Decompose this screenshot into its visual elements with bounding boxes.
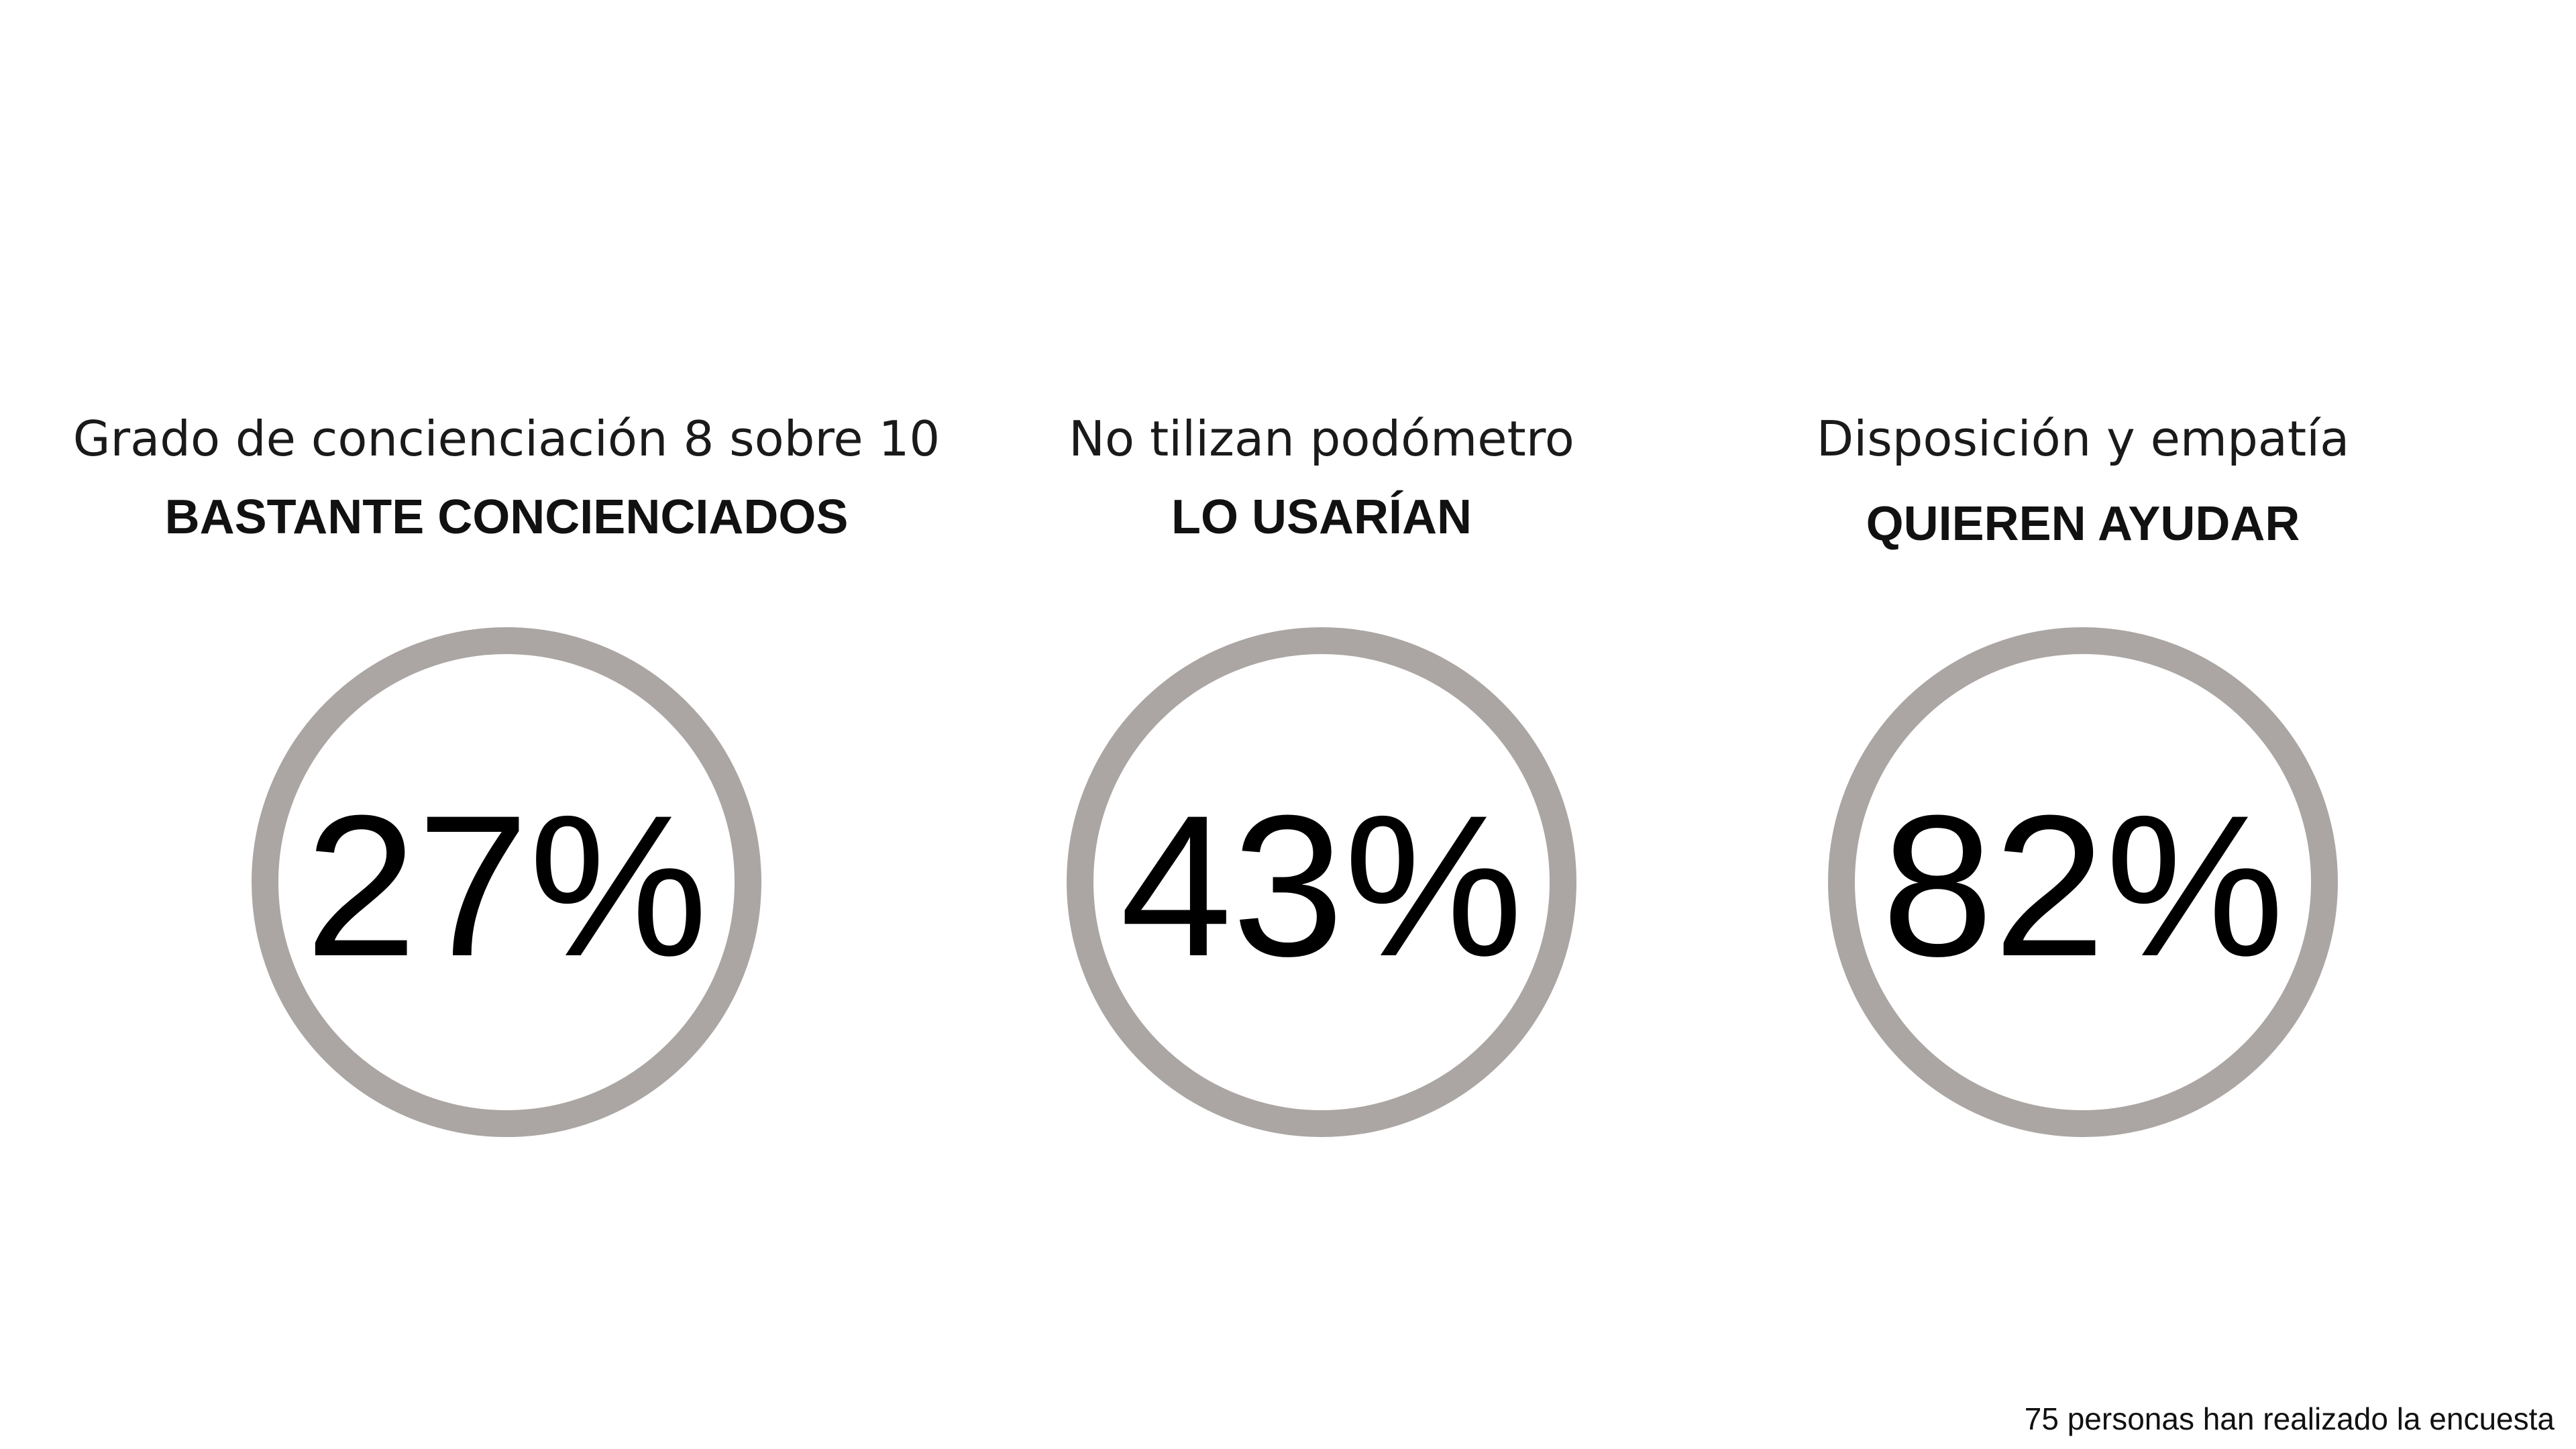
stat-block-concienciacion: Grado de concienciación 8 sobre 10 BASTA… [70, 0, 943, 1449]
stat-subheading: LO USARÍAN [1171, 490, 1472, 544]
stat-heading: Disposición y empatía [1816, 411, 2350, 467]
stat-percent: 82% [1881, 773, 2285, 998]
survey-footnote: 75 personas han realizado la encuesta [2024, 1401, 2555, 1436]
stat-ring: 27% [252, 627, 761, 1137]
stat-subheading: QUIEREN AYUDAR [1866, 497, 2300, 551]
stat-subheading: BASTANTE CONCIENCIADOS [164, 490, 849, 544]
stat-block-podometro: No tilizan podómetro LO USARÍAN 43% [885, 0, 1758, 1449]
stat-percent: 43% [1120, 773, 1523, 998]
stat-percent: 27% [305, 773, 708, 998]
stat-block-empatia: Disposición y empatía QUIEREN AYUDAR 82% [1647, 0, 2519, 1449]
stat-heading: Grado de concienciación 8 sobre 10 [72, 411, 941, 467]
stat-heading: No tilizan podómetro [1069, 411, 1574, 467]
stat-ring: 82% [1828, 627, 2338, 1137]
stat-ring: 43% [1067, 627, 1576, 1137]
